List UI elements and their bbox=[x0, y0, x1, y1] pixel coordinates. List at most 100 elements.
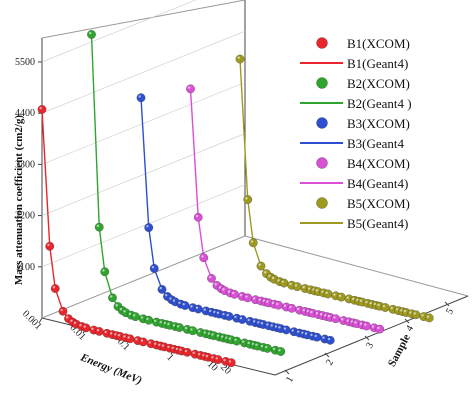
data-point-highlight bbox=[96, 224, 100, 228]
data-point-highlight bbox=[203, 331, 206, 334]
data-point-highlight bbox=[207, 332, 211, 335]
data-point-highlight bbox=[266, 300, 269, 303]
legend-marker-B1 bbox=[316, 37, 328, 49]
data-point-B3 bbox=[144, 223, 154, 232]
wall-gridline bbox=[41, 82, 246, 165]
legend-marker-B5 bbox=[316, 197, 328, 209]
data-point-highlight bbox=[140, 316, 144, 319]
data-point-highlight bbox=[289, 282, 292, 286]
data-point-highlight bbox=[216, 311, 220, 314]
data-point-highlight bbox=[268, 274, 271, 278]
data-point-highlight bbox=[171, 346, 174, 350]
data-point-highlight bbox=[202, 353, 205, 357]
data-point-highlight bbox=[39, 106, 42, 110]
x-tick-label: 1 bbox=[164, 352, 175, 363]
data-point-highlight bbox=[241, 340, 245, 343]
legend-label-xcom: B3(XCOM) bbox=[347, 116, 410, 131]
data-point-highlight bbox=[153, 319, 157, 323]
data-point-highlight bbox=[227, 290, 231, 293]
data-point-B1 bbox=[50, 284, 60, 293]
data-point-highlight bbox=[346, 319, 349, 322]
data-point-highlight bbox=[214, 282, 217, 286]
legend-label-geant4: B4(Geant4) bbox=[347, 176, 408, 191]
data-point-B3 bbox=[281, 325, 291, 335]
data-point-highlight bbox=[222, 312, 225, 316]
data-point-B3 bbox=[157, 285, 167, 294]
data-point-B3 bbox=[237, 315, 247, 324]
data-point-B4 bbox=[230, 289, 239, 299]
legend-label-geant4: B1(Geant4) bbox=[347, 56, 408, 71]
data-point-highlight bbox=[117, 333, 121, 337]
data-point-highlight bbox=[164, 294, 168, 297]
data-point-B1 bbox=[94, 327, 104, 336]
data-point-highlight bbox=[177, 325, 180, 328]
data-point-highlight bbox=[382, 305, 386, 308]
data-point-highlight bbox=[272, 347, 276, 351]
data-point-highlight bbox=[263, 271, 267, 274]
legend-marker-B3 bbox=[316, 117, 328, 129]
data-point-B5 bbox=[424, 313, 434, 323]
data-point-B4 bbox=[186, 84, 195, 94]
data-point-B4 bbox=[331, 314, 341, 324]
y-axis-title: Mass attenuation coefficient (cm2/g) bbox=[13, 115, 25, 285]
data-point-highlight bbox=[213, 310, 216, 314]
data-point-highlight bbox=[79, 323, 82, 327]
data-point-highlight bbox=[338, 294, 342, 298]
y-tick-label: 2200 bbox=[15, 211, 35, 222]
data-point-highlight bbox=[211, 356, 214, 359]
data-point-highlight bbox=[73, 321, 77, 325]
data-point-highlight bbox=[228, 337, 232, 340]
data-point-B2 bbox=[263, 344, 272, 353]
data-point-highlight bbox=[182, 303, 185, 306]
y-tick-label: 3300 bbox=[15, 159, 35, 170]
data-point-highlight bbox=[310, 310, 313, 314]
sample-axis-line bbox=[274, 295, 469, 376]
data-point-highlight bbox=[276, 302, 279, 306]
top-wall-edge bbox=[41, 0, 246, 39]
data-point-highlight bbox=[127, 336, 130, 339]
data-point-B1 bbox=[58, 306, 68, 316]
data-point-B4 bbox=[193, 212, 203, 222]
data-point-highlight bbox=[167, 345, 170, 349]
y-tick-label: 4400 bbox=[15, 108, 35, 119]
wall-gridline bbox=[41, 0, 197, 63]
data-point-highlight bbox=[167, 322, 170, 326]
data-point-highlight bbox=[208, 275, 212, 279]
data-point-highlight bbox=[327, 314, 331, 318]
data-point-highlight bbox=[215, 357, 218, 360]
data-point-B3 bbox=[149, 264, 159, 273]
data-point-highlight bbox=[310, 333, 313, 337]
data-point-highlight bbox=[226, 313, 229, 317]
data-point-highlight bbox=[377, 326, 380, 330]
data-point-B2 bbox=[94, 222, 104, 232]
data-point-highlight bbox=[192, 351, 195, 355]
data-point-highlight bbox=[234, 338, 237, 342]
data-point-B4 bbox=[243, 293, 253, 303]
sample-tick-mark bbox=[284, 369, 290, 375]
data-point-highlight bbox=[208, 309, 212, 313]
data-point-B5 bbox=[292, 282, 302, 291]
data-point-B5 bbox=[243, 195, 253, 204]
wall-gridline bbox=[41, 184, 246, 268]
data-point-B2 bbox=[188, 326, 198, 336]
data-point-highlight bbox=[312, 288, 315, 291]
data-point-highlight bbox=[172, 299, 176, 302]
data-point-highlight bbox=[146, 225, 149, 228]
sample-tick-mark bbox=[364, 335, 370, 341]
data-point-highlight bbox=[365, 300, 368, 304]
data-point-B5 bbox=[323, 289, 333, 299]
data-point-B5 bbox=[279, 278, 289, 288]
legend-label-xcom: B4(XCOM) bbox=[347, 156, 410, 171]
legend-label-geant4: B3(Geant4 bbox=[347, 136, 405, 151]
legend: B1(XCOM) B1(Geant4) B2(XCOM) B2(Geant4 ) B3(… bbox=[300, 36, 412, 231]
data-point-highlight bbox=[211, 333, 214, 336]
data-point-highlight bbox=[91, 327, 94, 330]
data-point-highlight bbox=[350, 320, 354, 323]
data-point-highlight bbox=[47, 243, 50, 247]
data-point-highlight bbox=[278, 326, 281, 329]
data-point-highlight bbox=[148, 341, 151, 344]
data-point-highlight bbox=[320, 313, 323, 316]
data-point-highlight bbox=[304, 332, 308, 335]
sample-axis-title: Sample bbox=[386, 332, 413, 368]
